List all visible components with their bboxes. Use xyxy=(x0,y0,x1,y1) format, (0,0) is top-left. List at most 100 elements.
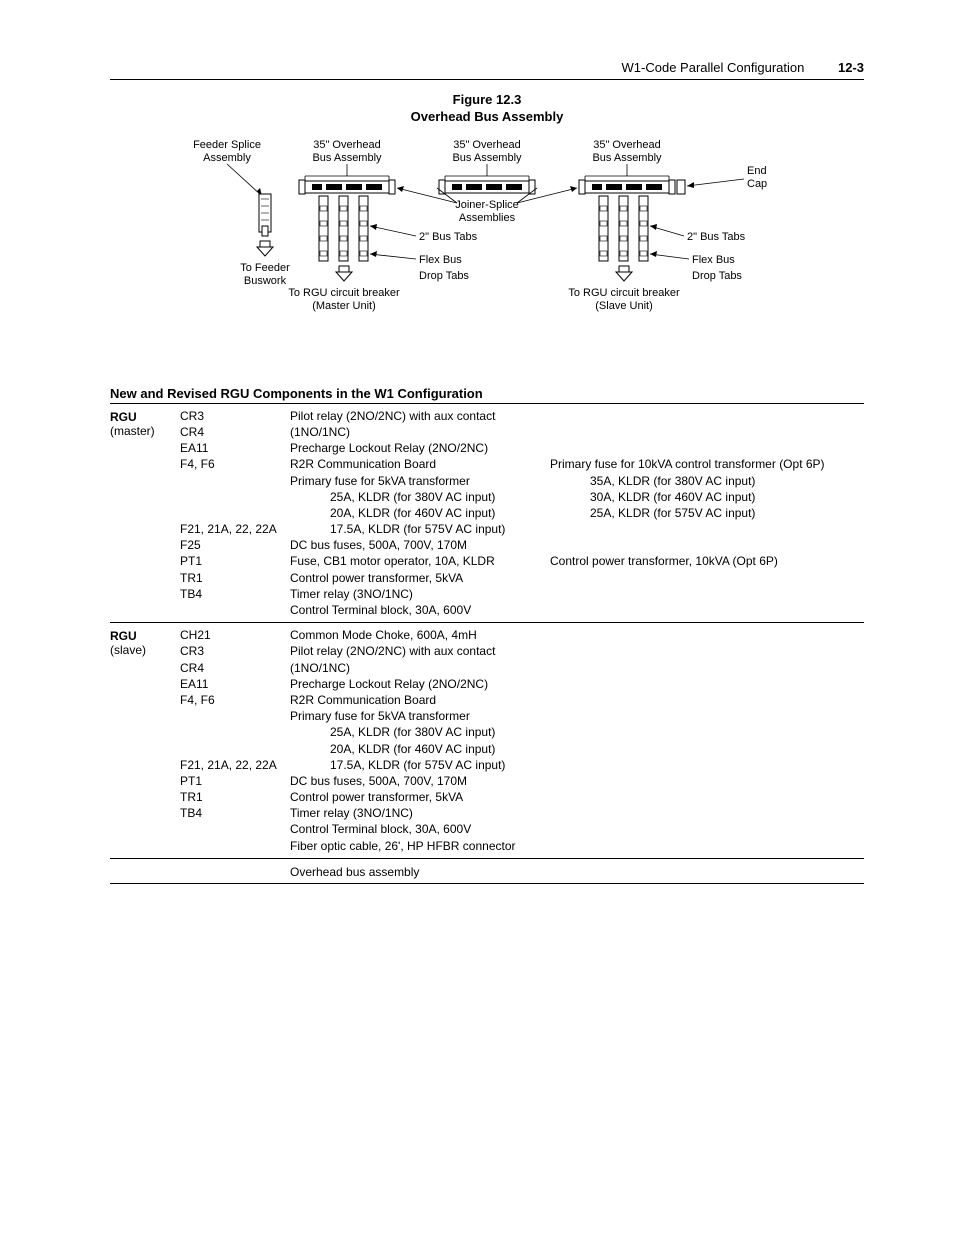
label-to-rgu-master-1: To RGU circuit breaker xyxy=(288,287,400,299)
component-desc2: 25A, KLDR (for 575V AC input) xyxy=(550,505,864,521)
label-assembly: Assembly xyxy=(203,152,251,164)
component-id xyxy=(180,741,290,757)
label-drop-tabs-left: Drop Tabs xyxy=(419,270,469,282)
component-id: CR4 xyxy=(180,660,290,676)
slave-desc-column: Common Mode Choke, 600A, 4mHPilot relay … xyxy=(290,627,550,854)
component-id xyxy=(180,505,290,521)
component-id: CR3 xyxy=(180,643,290,659)
component-desc: Control power transformer, 5kVA xyxy=(290,570,550,586)
component-desc: Pilot relay (2NO/2NC) with aux contact (… xyxy=(290,408,550,440)
component-id xyxy=(180,821,290,837)
component-desc: Primary fuse for 5kVA transformer xyxy=(290,708,550,724)
component-desc: Control Terminal block, 30A, 600V xyxy=(290,821,550,837)
component-desc2 xyxy=(550,408,864,424)
component-desc: R2R Communication Board xyxy=(290,456,550,472)
label-sub: (master) xyxy=(110,424,180,438)
component-desc2 xyxy=(550,821,864,837)
component-desc: Fiber optic cable, 26', HP HFBR connecto… xyxy=(290,838,550,854)
label-sub: (slave) xyxy=(110,643,180,657)
end-cap-shape xyxy=(677,180,685,194)
figure-number: Figure 12.3 xyxy=(453,92,522,107)
label-main: RGU xyxy=(110,629,180,643)
slave-desc2-column xyxy=(550,627,864,854)
drop-tabs-1 xyxy=(319,196,368,261)
component-id: EA11 xyxy=(180,440,290,456)
component-desc: Precharge Lockout Relay (2NO/2NC) xyxy=(290,676,550,692)
component-desc: Common Mode Choke, 600A, 4mH xyxy=(290,627,550,643)
feeder-down-arrow-icon xyxy=(257,241,273,256)
component-id: F21, 21A, 22, 22A xyxy=(180,521,290,537)
component-desc2 xyxy=(550,521,864,537)
overhead-bus-diagram: Feeder Splice Assembly 35" Overhead Bus … xyxy=(187,136,787,346)
component-desc2 xyxy=(550,570,864,586)
label-drop-tabs-right: Drop Tabs xyxy=(692,270,742,282)
component-id xyxy=(180,708,290,724)
component-desc: Timer relay (3NO/1NC) xyxy=(290,586,550,602)
component-desc: Control power transformer, 5kVA xyxy=(290,789,550,805)
master-desc2-column: Primary fuse for 10kVA control transform… xyxy=(550,408,864,618)
label-overhead-2a: 35" Overhead xyxy=(453,139,521,151)
component-desc: Timer relay (3NO/1NC) xyxy=(290,805,550,821)
label-overhead-1a: 35" Overhead xyxy=(313,139,381,151)
label-bus-tabs-left: 2" Bus Tabs xyxy=(419,231,478,243)
component-id: F4, F6 xyxy=(180,456,290,472)
component-desc: 17.5A, KLDR (for 575V AC input) xyxy=(290,757,550,773)
bus-assembly-2 xyxy=(439,180,535,194)
figure-title: Overhead Bus Assembly xyxy=(411,109,564,124)
component-desc2 xyxy=(550,424,864,440)
component-desc2: 35A, KLDR (for 380V AC input) xyxy=(550,473,864,489)
component-id xyxy=(180,724,290,740)
bus-assembly-1 xyxy=(299,180,395,194)
label-to-rgu-slave-1: To RGU circuit breaker xyxy=(568,287,680,299)
label-overhead-3a: 35" Overhead xyxy=(593,139,661,151)
label-overhead-2b: Bus Assembly xyxy=(452,152,522,164)
component-desc2 xyxy=(550,724,864,740)
component-desc2 xyxy=(550,757,864,773)
component-id: TB4 xyxy=(180,805,290,821)
component-desc: 25A, KLDR (for 380V AC input) xyxy=(290,724,550,740)
component-desc2 xyxy=(550,537,864,553)
master-desc-column: Pilot relay (2NO/2NC) with aux contact (… xyxy=(290,408,550,618)
component-desc2 xyxy=(550,708,864,724)
section-title: New and Revised RGU Components in the W1… xyxy=(110,386,864,404)
component-desc2: 30A, KLDR (for 460V AC input) xyxy=(550,489,864,505)
label-overhead-1b: Bus Assembly xyxy=(312,152,382,164)
rgu-slave-block: RGU (slave) CH21CR3CR4EA11F4, F6 F21, 21… xyxy=(110,623,864,859)
drop-tabs-3 xyxy=(599,196,648,261)
component-desc: 20A, KLDR (for 460V AC input) xyxy=(290,741,550,757)
feeder-splice-shape xyxy=(259,194,271,236)
component-desc: Primary fuse for 5kVA transformer xyxy=(290,473,550,489)
label-overhead-3b: Bus Assembly xyxy=(592,152,662,164)
component-id: CR4 xyxy=(180,424,290,440)
component-desc: Control Terminal block, 30A, 600V xyxy=(290,602,550,618)
component-desc: DC bus fuses, 500A, 700V, 170M xyxy=(290,773,550,789)
slave-id-column: CH21CR3CR4EA11F4, F6 F21, 21A, 22, 22APT… xyxy=(180,627,290,854)
component-id xyxy=(180,489,290,505)
overhead-bus-row: Overhead bus assembly xyxy=(110,859,864,884)
header-title: W1-Code Parallel Configuration xyxy=(622,60,805,75)
down-arrow-master-icon xyxy=(336,266,352,281)
component-desc: DC bus fuses, 500A, 700V, 170M xyxy=(290,537,550,553)
component-desc: 25A, KLDR (for 380V AC input) xyxy=(290,489,550,505)
label-end: End xyxy=(747,165,767,177)
rgu-master-block: RGU (master) CR3CR4EA11F4, F6 F21, 21A, … xyxy=(110,404,864,623)
page-number: 12-3 xyxy=(838,60,864,75)
component-desc2 xyxy=(550,660,864,676)
component-desc: Pilot relay (2NO/2NC) with aux contact (… xyxy=(290,643,550,675)
component-desc: Precharge Lockout Relay (2NO/2NC) xyxy=(290,440,550,456)
label-main: RGU xyxy=(110,410,180,424)
label-to-feeder: To Feeder xyxy=(240,262,290,274)
label-feeder-splice: Feeder Splice xyxy=(193,139,261,151)
rgu-slave-label: RGU (slave) xyxy=(110,627,180,854)
component-id: CH21 xyxy=(180,627,290,643)
component-id: TR1 xyxy=(180,570,290,586)
component-id: TB4 xyxy=(180,586,290,602)
component-id: PT1 xyxy=(180,773,290,789)
label-assemblies: Assemblies xyxy=(459,212,516,224)
component-desc2 xyxy=(550,741,864,757)
label-flex-bus-left: Flex Bus xyxy=(419,254,462,266)
component-id: F25 xyxy=(180,537,290,553)
master-id-column: CR3CR4EA11F4, F6 F21, 21A, 22, 22AF25PT1… xyxy=(180,408,290,618)
component-desc2 xyxy=(550,773,864,789)
label-buswork: Buswork xyxy=(244,275,287,287)
